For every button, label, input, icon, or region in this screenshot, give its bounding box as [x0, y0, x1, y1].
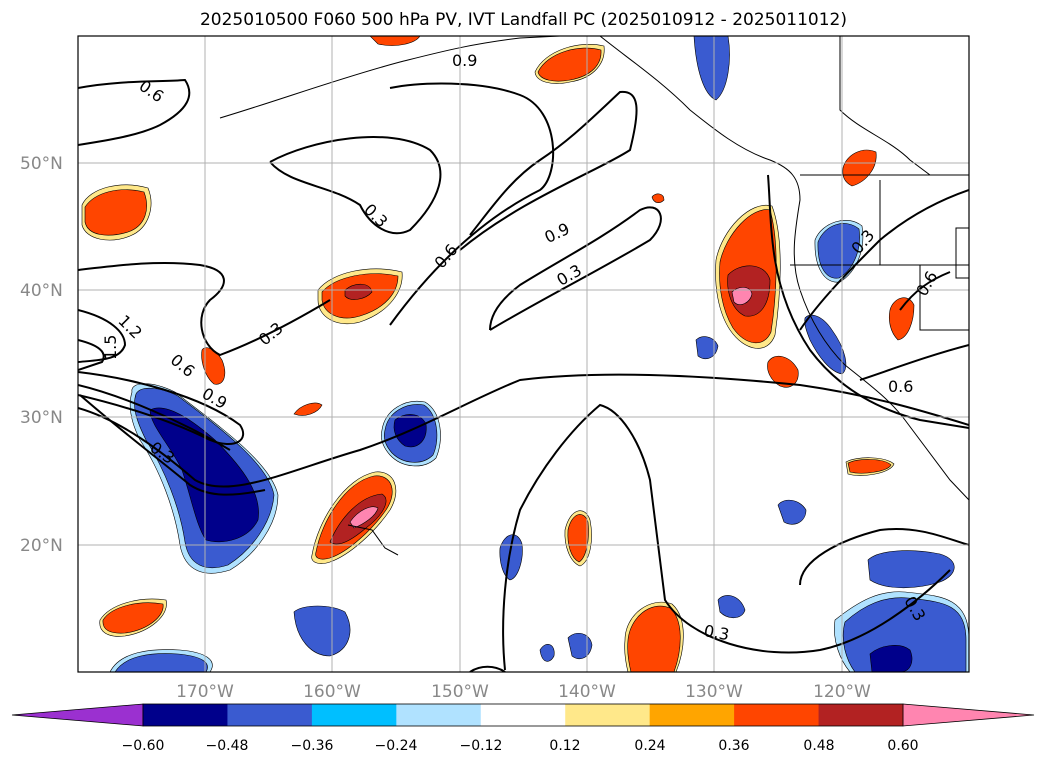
- map-title: 2025010500 F060 500 hPa PV, IVT Landfall…: [199, 10, 847, 30]
- lat-label-50n: 50°N: [20, 154, 63, 174]
- pv-blob-near-hawaii: [311, 471, 397, 564]
- pv-negative-blob-alaska-panhandle: [693, 36, 730, 101]
- contour-label: 0.3: [702, 621, 730, 644]
- colorbar-segment: [480, 704, 566, 726]
- pv-blob-sw-15n: [99, 598, 167, 637]
- colorbar-tick-label: 0.24: [634, 738, 665, 754]
- colorbar-segment: [649, 704, 735, 726]
- graticule: [78, 36, 969, 672]
- lat-label-40n: 40°N: [20, 281, 63, 301]
- pv-negative-blob-south-13n: [293, 605, 351, 657]
- pv-negative-blob-west-main: [129, 383, 279, 574]
- colorbar: −0.60 −0.48 −0.36 −0.24 −0.12 0.12 0.24 …: [11, 703, 1035, 754]
- lon-label-120w: 120°W: [813, 682, 871, 702]
- colorbar-extend-high: [902, 703, 1035, 727]
- longitude-labels: 170°W 160°W 150°W 140°W 130°W 120°W: [176, 682, 871, 702]
- colorbar-segment: [565, 704, 651, 726]
- pv-blob-small-43n: [651, 193, 665, 203]
- colorbar-tick-label: −0.12: [460, 738, 503, 754]
- negative-anomaly-regions: [109, 36, 969, 672]
- lon-label-160w: 160°W: [303, 682, 361, 702]
- pv-negative-blob-sw-12n: [109, 649, 213, 672]
- contour-label: 0.6: [888, 377, 913, 396]
- pv-blob-small-31n: [293, 402, 323, 416]
- colorbar-segment: [143, 704, 228, 726]
- colorbar-frame: [142, 703, 904, 727]
- lon-label-170w: 170°W: [176, 682, 234, 702]
- pv-blob-south-15n: [624, 602, 684, 672]
- lon-label-150w: 150°W: [431, 682, 489, 702]
- colorbar-tick-label: 0.12: [549, 738, 580, 754]
- colorbar-tick-label: −0.24: [375, 738, 418, 754]
- positive-anomaly-regions: [81, 36, 915, 672]
- colorbar-segment: [227, 704, 313, 726]
- pv-blob-east-26n: [845, 457, 895, 476]
- colorbar-tick-label: −0.48: [206, 738, 249, 754]
- contour-label: 0.9: [452, 51, 477, 70]
- lon-label-140w: 140°W: [558, 682, 616, 702]
- lon-label-130w: 130°W: [685, 682, 743, 702]
- pv-negative-blob-se-15n: [834, 550, 969, 672]
- colorbar-segment: [818, 704, 904, 726]
- pv-contours: [78, 78, 969, 672]
- map-frame: [77, 35, 970, 673]
- pv-blob-canada: [842, 149, 877, 187]
- pv-blob-south-center: [564, 510, 592, 567]
- pv-blob-east-pacific-41n: [317, 268, 403, 324]
- pv-negative-blob-ca-coast: [814, 219, 864, 283]
- colorbar-segment: [734, 704, 820, 726]
- colorbar-tick-labels: −0.60 −0.48 −0.36 −0.24 −0.12 0.12 0.24 …: [122, 738, 919, 754]
- colorbar-tick-label: −0.36: [291, 738, 334, 754]
- colorbar-tick-label: 0.60: [887, 738, 918, 754]
- lat-label-20n: 20°N: [20, 536, 63, 556]
- colorbar-segment: [311, 704, 397, 726]
- latitude-labels: 50°N 40°N 30°N 20°N: [20, 154, 63, 556]
- pv-blob-west-pacific-45n: [81, 184, 152, 241]
- pv-blob-us-west-coast: [715, 204, 781, 349]
- colorbar-tick-label: 0.36: [718, 738, 749, 754]
- lat-label-30n: 30°N: [20, 408, 63, 428]
- pv-negative-blob-small-series: [499, 336, 807, 662]
- colorbar-tick-label: −0.60: [122, 738, 165, 754]
- contour-label: 1.5: [101, 335, 120, 360]
- pv-blob-east-38n: [888, 297, 915, 341]
- colorbar-segment: [396, 704, 482, 726]
- colorbar-extend-low: [11, 703, 144, 727]
- colorbar-tick-label: 0.48: [803, 738, 834, 754]
